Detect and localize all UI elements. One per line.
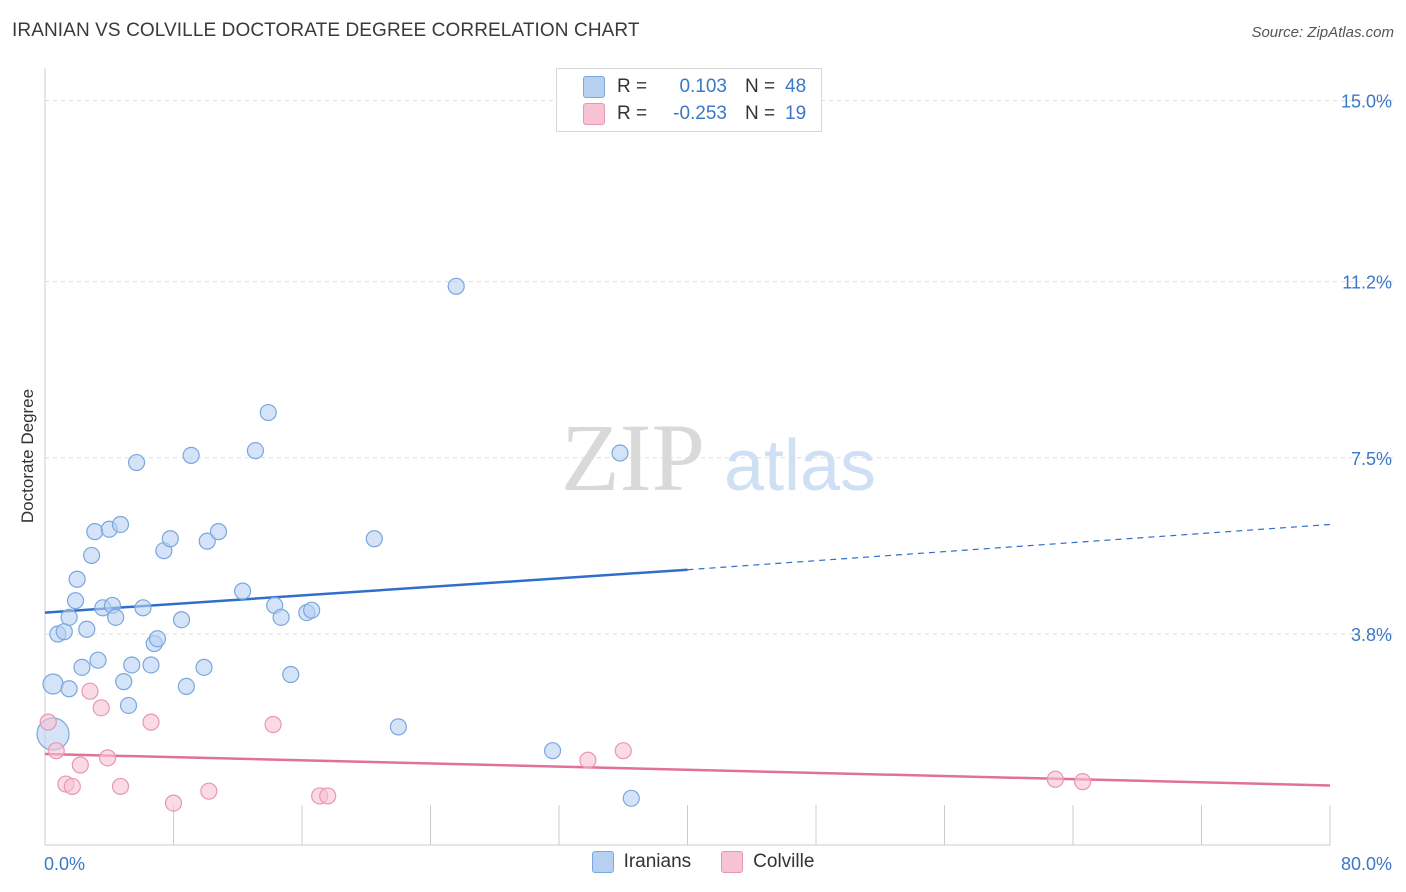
legend-label-colville: Colville <box>753 851 815 872</box>
watermark-zip: ZIP <box>561 404 705 511</box>
iranians-point <box>246 442 265 460</box>
y-tick-label: 3.8% <box>1351 625 1392 645</box>
iranians-point <box>119 696 138 715</box>
y-tick-label: 11.2% <box>1342 273 1392 293</box>
iranians-point <box>60 608 78 626</box>
iranians-point <box>115 673 133 691</box>
iranians-trend-extension <box>687 523 1331 571</box>
legend-n-label: N = <box>745 103 776 124</box>
iranians-point <box>148 630 167 648</box>
iranians-point <box>68 570 86 588</box>
iranians-point <box>142 656 160 674</box>
colville-point <box>81 682 99 700</box>
iranians-point <box>78 620 96 638</box>
y-tick-label: 7.5% <box>1351 449 1392 469</box>
legend-r-label: R = <box>617 103 648 124</box>
iranians-point <box>89 651 107 669</box>
colville-point <box>1046 770 1064 788</box>
colville-point <box>614 742 632 760</box>
colville-point <box>111 777 130 796</box>
iranians-point <box>282 665 300 684</box>
iranians-point <box>611 444 629 462</box>
x-tick-label: 0.0% <box>44 854 85 874</box>
iranians-point <box>73 658 91 676</box>
iranians-point <box>172 611 191 629</box>
iranians-point <box>622 789 640 807</box>
colville-point <box>39 713 57 731</box>
iranians-point <box>134 599 152 617</box>
legend-swatch-iranians <box>583 76 605 98</box>
legend-n-value: 19 <box>785 103 807 124</box>
iranians-point <box>42 673 64 695</box>
colville-point <box>47 742 65 760</box>
iranians-point <box>233 582 252 600</box>
iranians-point <box>86 523 104 541</box>
iranians-point <box>127 453 146 472</box>
iranians-point <box>365 530 383 548</box>
legend-swatch-colville <box>721 851 744 873</box>
data-points <box>36 277 1092 812</box>
colville-trend-line <box>44 752 1331 787</box>
legend-r-label: R = <box>617 76 648 97</box>
series-legend: Iranians Colville <box>0 851 1406 873</box>
colville-point <box>92 699 110 717</box>
iranians-point <box>272 608 290 626</box>
iranians-point <box>55 623 73 641</box>
iranians-point <box>198 532 216 550</box>
iranians-point <box>195 658 213 676</box>
watermark: ZIP atlas <box>561 404 876 511</box>
iranians-point <box>543 742 562 760</box>
correlation-legend: R = 0.103 N = 48 R = -0.253 N = 19 <box>556 68 822 132</box>
legend-r-value: 0.103 <box>679 76 727 97</box>
colville-point <box>164 794 183 812</box>
colville-point <box>1074 773 1092 791</box>
iranians-point <box>447 277 465 295</box>
legend-r-value: -0.253 <box>673 103 727 124</box>
trend-lines <box>44 523 1331 787</box>
legend-n-value: 48 <box>785 76 807 97</box>
iranians-point <box>66 592 85 610</box>
colville-point <box>264 715 282 734</box>
legend-swatch-iranians <box>591 851 614 873</box>
iranians-point <box>111 515 130 534</box>
watermark-atlas: atlas <box>724 426 876 506</box>
iranians-point <box>82 546 101 565</box>
chart-title: IRANIAN VS COLVILLE DOCTORATE DEGREE COR… <box>12 20 640 41</box>
x-tick-label: 80.0% <box>1341 854 1392 874</box>
legend-row-colville: R = -0.253 N = 19 <box>583 101 806 127</box>
colville-point <box>71 756 89 774</box>
tick-labels: 3.8% 7.5% 11.2% 15.0% 0.0% 80.0% <box>44 92 1392 874</box>
legend-swatch-colville <box>583 103 605 125</box>
iranians-point <box>60 680 78 698</box>
iranians-point <box>182 446 200 465</box>
colville-point <box>200 782 218 800</box>
legend-n-label: N = <box>745 76 776 97</box>
y-tick-label: 15.0% <box>1341 92 1392 112</box>
gridlines <box>45 100 1395 635</box>
legend-item-colville[interactable]: Colville <box>721 851 814 873</box>
colville-point <box>142 713 160 731</box>
iranians-point <box>161 530 179 548</box>
legend-row-iranians: R = 0.103 N = 48 <box>583 74 806 100</box>
iranians-point <box>209 523 228 541</box>
iranians-point <box>123 656 141 674</box>
colville-point <box>99 749 117 767</box>
legend-item-iranians[interactable]: Iranians <box>591 851 692 873</box>
iranians-trend-line <box>44 568 688 614</box>
colville-point <box>579 751 597 769</box>
source-label: Source: ZipAtlas.com <box>1251 24 1394 41</box>
colville-point <box>319 787 337 805</box>
iranians-point <box>389 718 407 736</box>
iranians-point <box>107 608 125 626</box>
iranians-point <box>303 601 321 619</box>
legend-label-iranians: Iranians <box>623 851 692 872</box>
iranians-point <box>259 403 277 422</box>
colville-point <box>63 777 81 796</box>
iranians-point <box>177 677 195 696</box>
